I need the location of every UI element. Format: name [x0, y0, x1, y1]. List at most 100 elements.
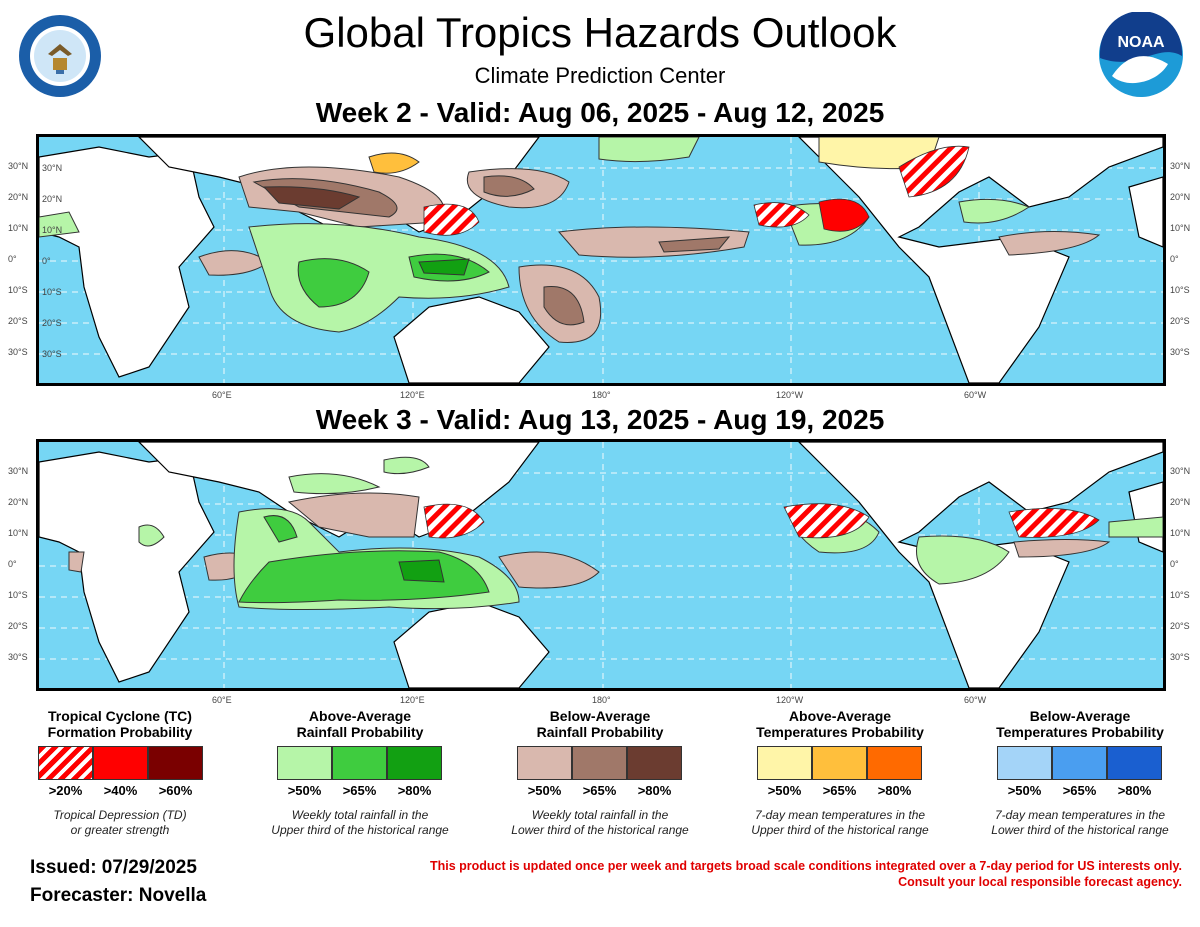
legend-temp-below-label-3: >80%: [1117, 783, 1152, 798]
lat-label-right: 10°S: [1170, 285, 1190, 295]
legend-tc-label-1: >20%: [48, 783, 83, 798]
legend-temp-above-label-1: >50%: [767, 783, 802, 798]
issued-date: Issued: 07/29/2025: [30, 857, 197, 878]
legend-tc: Tropical Cyclone (TC) Formation Probabil…: [18, 708, 222, 838]
legend-temp-below-note2: Lower third of the historical range: [991, 823, 1169, 837]
africa-landmass: [39, 146, 215, 378]
legend-rain-below-label-3: >80%: [637, 783, 672, 798]
page-title: Global Tropics Hazards Outlook: [303, 9, 897, 56]
lat-label-left: 10°S: [8, 285, 28, 295]
lon-label: 120°W: [776, 695, 804, 705]
lat-label-left: 10°N: [8, 528, 29, 538]
legend-rain-below-title1: Below-Average: [549, 708, 651, 724]
legend-rain-above-title2: Rainfall Probability: [296, 724, 424, 740]
lat-label-right: 20°S: [1170, 316, 1190, 326]
legend-rain-below-swatch-1: [517, 746, 572, 780]
lat-label-left: 10°S: [8, 590, 28, 600]
legend-rain-above-swatch-3: [387, 746, 442, 780]
legend-rain-below-title2: Rainfall Probability: [536, 724, 664, 740]
week3-map: [36, 439, 1166, 691]
lat-label-left: 30°S: [8, 347, 28, 357]
disclaimer-line1: This product is updated once per week an…: [429, 859, 1182, 873]
legend-rain-above-label-1: >50%: [287, 783, 322, 798]
lat-label-right: 30°N: [1170, 466, 1191, 476]
lat-label-right: 20°N: [1170, 192, 1191, 202]
legend-tc-label-3: >60%: [158, 783, 193, 798]
legend-rain-above-note2: Upper third of the historical range: [271, 823, 449, 837]
lat-label-right: 0°: [1170, 254, 1179, 264]
legend-temp-below-title1: Below-Average: [1029, 708, 1131, 724]
legend-temp-below-note1: 7-day mean temperatures in the: [994, 808, 1166, 822]
noaa-logo-text: NOAA: [1117, 34, 1165, 51]
lat-label-left: 20°N: [8, 497, 29, 507]
legend-rain-above-swatch-2: [332, 746, 387, 780]
lat-label-left: 20°N: [8, 192, 29, 202]
lon-label: 60°E: [212, 695, 232, 705]
legend-tc-swatch-1: [38, 746, 93, 780]
legend-temp-below-title2: Temperatures Probability: [996, 724, 1164, 740]
legend-temp-below: Below-Average Temperatures Probability >…: [966, 708, 1194, 838]
lon-label: 120°E: [400, 390, 425, 400]
west-africa-landmass: [1128, 176, 1163, 248]
legend-tc-title2: Formation Probability: [47, 724, 193, 740]
legend-temp-above-note2: Upper third of the historical range: [751, 823, 929, 837]
legend-rain-above: Above-Average Rainfall Probability >50% …: [246, 708, 474, 838]
forecaster-name: Forecaster: Novella: [30, 885, 207, 906]
legend-temp-above-title2: Temperatures Probability: [756, 724, 924, 740]
lon-label: 120°W: [776, 390, 804, 400]
legend-temp-below-swatch-1: [997, 746, 1052, 780]
legend-temp-above-note1: 7-day mean temperatures in the: [754, 808, 926, 822]
lon-label: 60°E: [212, 390, 232, 400]
legend-temp-above-swatch-2: [812, 746, 867, 780]
lat-label-right: 10°N: [1170, 528, 1191, 538]
lat-label-right: 30°S: [1170, 652, 1190, 662]
lat-label-left: 20°S: [8, 316, 28, 326]
lon-label: 180°: [592, 390, 611, 400]
legend-tc-swatch-2: [93, 746, 148, 780]
disclaimer-line2: Consult your local responsible forecast …: [898, 875, 1182, 889]
legend-temp-below-swatch-3: [1107, 746, 1162, 780]
legend-rain-above-title1: Above-Average: [308, 708, 412, 724]
lat-label-right: 20°N: [1170, 497, 1191, 507]
legend-tc-note2: or greater strength: [70, 823, 170, 837]
legend-temp-above-swatch-1: [757, 746, 812, 780]
week3-title: Week 3 - Valid: Aug 13, 2025 - Aug 19, 2…: [315, 404, 885, 435]
noaa-logo: NOAA: [1098, 11, 1184, 98]
legend-rain-below-note2: Lower third of the historical range: [511, 823, 689, 837]
lat-label-left: 20°S: [8, 621, 28, 631]
lon-label: 60°W: [964, 390, 987, 400]
lat-label: 0°: [42, 256, 51, 266]
page-subtitle: Climate Prediction Center: [474, 63, 726, 88]
americas-landmass: [798, 137, 1163, 383]
legend-rain-below-label-1: >50%: [527, 783, 562, 798]
week2-map: 30°N 20°N 10°N 0° 10°S 20°S 30°S: [36, 134, 1166, 386]
legend-rain-below-swatch-2: [572, 746, 627, 780]
lon-label: 60°W: [964, 695, 987, 705]
legend-rain-below-note1: Weekly total rainfall in the: [531, 808, 669, 822]
lat-label: 10°N: [42, 225, 63, 235]
lat-label-right: 0°: [1170, 559, 1179, 569]
lon-label: 180°: [592, 695, 611, 705]
legend-rain-above-label-3: >80%: [397, 783, 432, 798]
lat-label-left: 30°S: [8, 652, 28, 662]
lat-label: 30°N: [42, 163, 63, 173]
lat-label-left: 30°N: [8, 466, 29, 476]
lat-label-right: 10°S: [1170, 590, 1190, 600]
australia-landmass: [393, 296, 550, 383]
legend-tc-note1: Tropical Depression (TD): [53, 808, 187, 822]
legend-temp-below-label-2: >65%: [1062, 783, 1097, 798]
lat-label: 20°S: [42, 318, 62, 328]
commerce-seal-logo: [18, 14, 102, 98]
legend-rain-above-note1: Weekly total rainfall in the: [291, 808, 429, 822]
lat-label-left: 30°N: [8, 161, 29, 171]
legend-temp-above-label-2: >65%: [822, 783, 857, 798]
legend-temp-above: Above-Average Temperatures Probability >…: [726, 708, 954, 838]
lat-label: 30°S: [42, 349, 62, 359]
lat-label-right: 20°S: [1170, 621, 1190, 631]
legend-rain-below: Below-Average Rainfall Probability >50% …: [486, 708, 714, 838]
lat-label-right: 30°S: [1170, 347, 1190, 357]
lat-label: 20°N: [42, 194, 63, 204]
lat-label-right: 30°N: [1170, 161, 1191, 171]
week2-title: Week 2 - Valid: Aug 06, 2025 - Aug 12, 2…: [315, 97, 885, 128]
legend-temp-below-swatch-2: [1052, 746, 1107, 780]
